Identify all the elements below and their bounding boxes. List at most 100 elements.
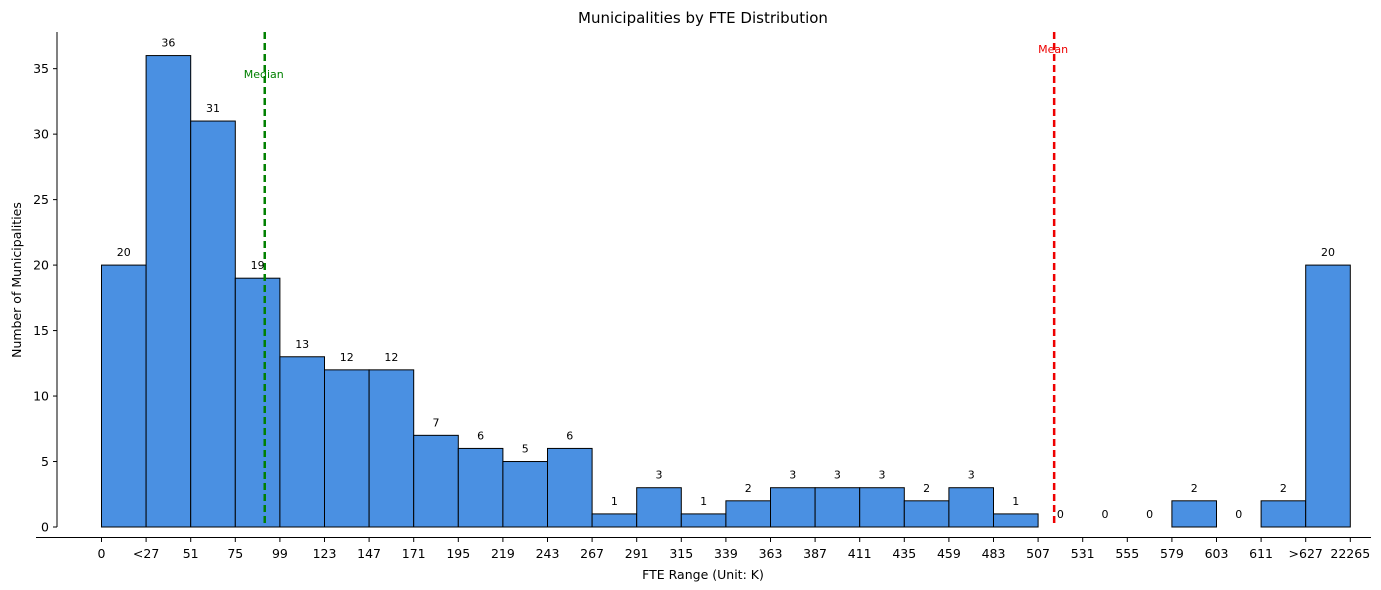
y-tick-label-1: 5 <box>41 454 49 469</box>
bar-value-label-13: 1 <box>700 495 707 508</box>
bar-value-label-14: 2 <box>745 482 752 495</box>
bar-6 <box>368 369 415 528</box>
bar-9 <box>502 461 548 528</box>
x-tick-label-10: 243 <box>536 546 560 561</box>
x-tick-label-25: 603 <box>1205 546 1229 561</box>
bar-value-label-20: 1 <box>1012 495 1019 508</box>
bar-value-label-18: 2 <box>923 482 930 495</box>
bar-5 <box>324 369 370 528</box>
bar-27 <box>1305 264 1351 528</box>
bars-group <box>101 55 1351 528</box>
axes-group <box>36 32 1371 538</box>
x-tick-label-8: 195 <box>446 546 470 561</box>
x-tick-label-19: 459 <box>937 546 961 561</box>
y-tick-label-6: 30 <box>33 127 49 142</box>
bar-value-label-5: 12 <box>340 351 354 364</box>
bar-12 <box>636 487 682 528</box>
y-tick-label-4: 20 <box>33 258 49 273</box>
x-tick-label-24: 579 <box>1160 546 1184 561</box>
mean-line-label: Mean <box>1038 43 1068 56</box>
x-tick-label-4: 99 <box>272 546 288 561</box>
reference-lines-group: Median Mean <box>244 32 1068 527</box>
x-tick-label-11: 267 <box>580 546 604 561</box>
bar-value-label-1: 36 <box>161 37 175 50</box>
bar-15 <box>770 487 816 528</box>
bar-value-label-27: 20 <box>1321 246 1335 259</box>
bar-8 <box>457 447 504 528</box>
bar-value-label-2: 31 <box>206 102 220 115</box>
x-tick-label-9: 219 <box>491 546 515 561</box>
bar-value-label-12: 3 <box>656 469 663 482</box>
y-ticks-group: 0 5 10 15 20 25 30 35 <box>33 61 57 535</box>
bar-value-label-15: 3 <box>789 469 796 482</box>
y-tick-label-3: 15 <box>33 323 49 338</box>
bar-20 <box>993 513 1039 528</box>
bar-value-label-22: 0 <box>1102 508 1109 521</box>
bar-0 <box>101 264 147 528</box>
bar-3 <box>234 277 281 528</box>
bar-11 <box>591 513 638 528</box>
bar-10 <box>547 447 593 528</box>
bar-value-label-8: 6 <box>477 429 484 442</box>
bar-26 <box>1260 500 1307 528</box>
bar-4 <box>279 356 325 528</box>
bar-value-label-10: 6 <box>566 429 573 442</box>
bar-1 <box>145 55 192 528</box>
bar-value-label-6: 12 <box>384 351 398 364</box>
y-axis-title: Number of Municipalities <box>9 202 24 358</box>
x-tick-label-6: 147 <box>357 546 381 561</box>
bar-value-label-9: 5 <box>522 443 529 456</box>
bar-14 <box>725 500 772 528</box>
x-tick-label-17: 411 <box>848 546 872 561</box>
bar-value-label-25: 0 <box>1235 508 1242 521</box>
bar-value-label-21: 0 <box>1057 508 1064 521</box>
x-tick-label-26: 611 <box>1249 546 1273 561</box>
bar-2 <box>190 120 236 528</box>
y-tick-label-7: 35 <box>33 61 49 76</box>
bar-value-label-16: 3 <box>834 469 841 482</box>
bar-24 <box>1171 500 1218 528</box>
bar-13 <box>680 513 727 528</box>
x-tick-label-12: 291 <box>625 546 649 561</box>
x-tick-label-21: 507 <box>1026 546 1050 561</box>
x-tick-label-23: 555 <box>1115 546 1139 561</box>
x-tick-label-0: 0 <box>98 546 106 561</box>
x-tick-label-14: 339 <box>714 546 738 561</box>
bar-value-label-4: 13 <box>295 338 309 351</box>
x-tick-label-15: 363 <box>759 546 783 561</box>
x-tick-label-7: 171 <box>402 546 426 561</box>
x-ticks-group: 0 <27 51 75 99 123 147 171 195 219 243 267 291 315 339… <box>98 537 1370 561</box>
median-line-label: Median <box>244 68 284 81</box>
y-tick-label-2: 10 <box>33 389 49 404</box>
x-tick-label-5: 123 <box>313 546 337 561</box>
bar-value-label-24: 2 <box>1191 482 1198 495</box>
x-tick-label-3: 75 <box>227 546 243 561</box>
bar-value-label-19: 3 <box>968 469 975 482</box>
x-axis-title: FTE Range (Unit: K) <box>642 567 764 582</box>
bar-value-label-7: 7 <box>433 416 440 429</box>
x-tick-label-2: 51 <box>183 546 199 561</box>
bar-value-label-26: 2 <box>1280 482 1287 495</box>
bar-value-label-23: 0 <box>1146 508 1153 521</box>
x-tick-label-16: 387 <box>803 546 827 561</box>
chart-title: Municipalities by FTE Distribution <box>578 9 828 27</box>
bar-value-label-17: 3 <box>879 469 886 482</box>
y-tick-label-0: 0 <box>41 520 49 535</box>
bar-value-label-11: 1 <box>611 495 618 508</box>
x-tick-label-22: 531 <box>1071 546 1095 561</box>
x-tick-label-1: <27 <box>133 546 159 561</box>
y-tick-label-5: 25 <box>33 192 49 207</box>
x-tick-label-13: 315 <box>669 546 693 561</box>
bar-16 <box>814 487 861 528</box>
bar-value-label-3: 19 <box>251 259 265 272</box>
x-tick-label-20: 483 <box>982 546 1006 561</box>
bar-value-label-0: 20 <box>117 246 131 259</box>
x-tick-label-28: 22265 <box>1330 546 1370 561</box>
bar-7 <box>413 434 459 528</box>
bar-18 <box>903 500 950 528</box>
x-tick-label-27: >627 <box>1289 546 1323 561</box>
x-tick-label-18: 435 <box>892 546 916 561</box>
bar-19 <box>948 487 995 528</box>
